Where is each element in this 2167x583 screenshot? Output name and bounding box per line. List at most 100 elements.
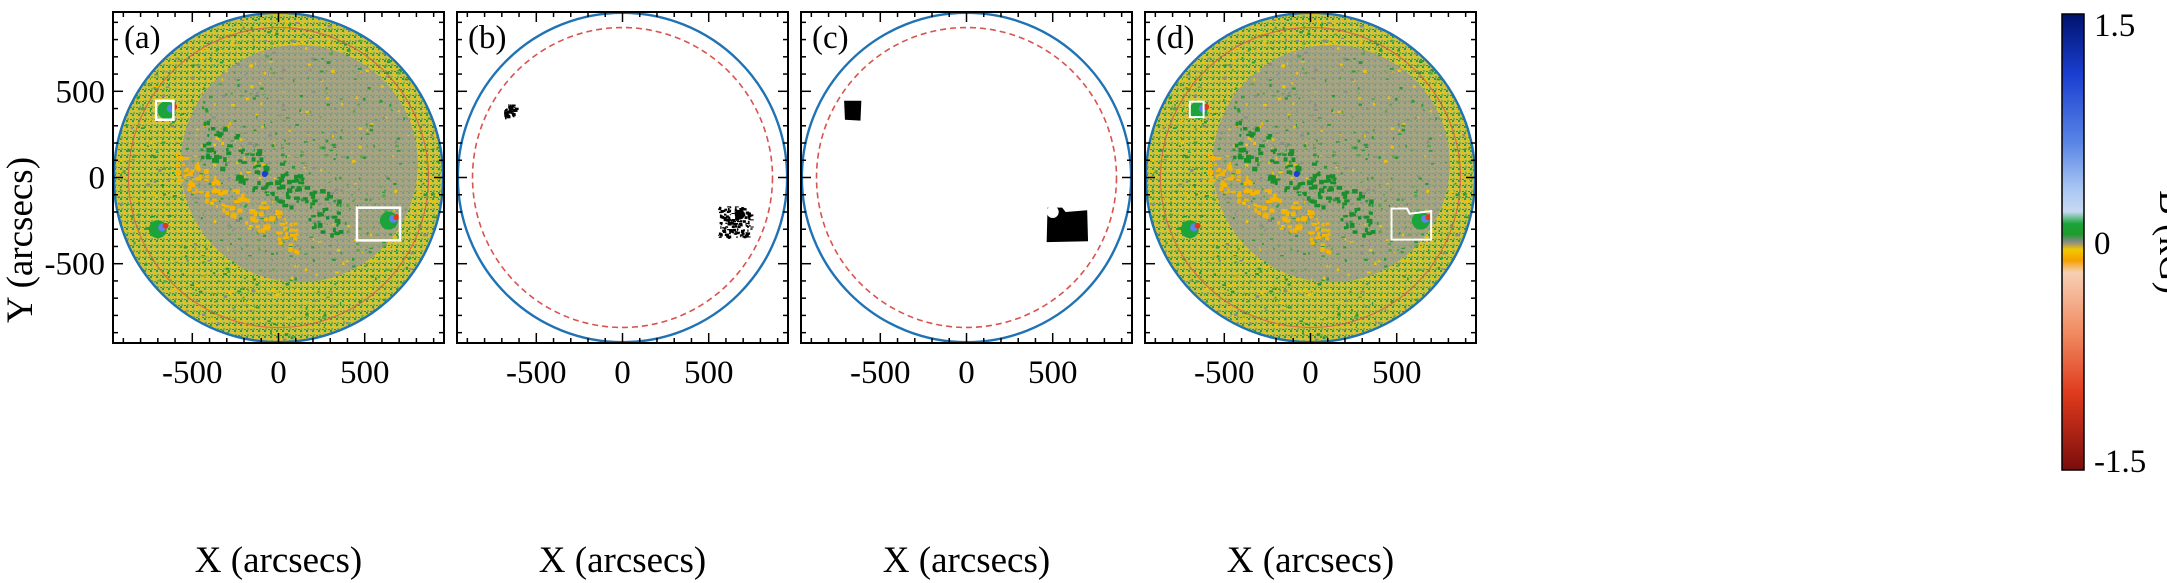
disk-speckle <box>205 247 208 250</box>
disk-speckle <box>1321 278 1325 281</box>
disk-speckle <box>1371 204 1374 208</box>
disk-speckle <box>1253 78 1256 81</box>
disk-speckle <box>308 63 311 66</box>
disk-speckle <box>252 318 255 321</box>
plage-patch <box>1279 198 1282 203</box>
disk-speckle <box>167 178 170 181</box>
plage-patch <box>1314 236 1321 239</box>
disk-speckle <box>1195 280 1199 283</box>
disk-speckle <box>1454 148 1457 152</box>
disk-speckle <box>153 180 157 183</box>
mask-pixel <box>512 114 516 117</box>
disk-speckle <box>299 247 301 251</box>
disk-speckle <box>1320 130 1324 132</box>
network-patch <box>309 192 313 196</box>
network-patch <box>1296 191 1300 194</box>
disk-speckle <box>1287 113 1291 115</box>
disk-speckle <box>1230 305 1232 309</box>
mask-pixel <box>718 232 721 236</box>
network-patch <box>1344 226 1348 230</box>
network-patch <box>1331 176 1335 180</box>
disk-speckle <box>1394 97 1398 101</box>
disk-speckle <box>1340 63 1343 66</box>
disk-speckle <box>1423 77 1428 79</box>
network-patch <box>1232 155 1237 160</box>
disk-speckle <box>1230 315 1232 317</box>
disk-speckle <box>1195 193 1198 196</box>
mask-pixel <box>747 214 751 217</box>
disk-speckle <box>295 157 299 159</box>
disk-speckle <box>1360 245 1364 247</box>
plage-patch <box>264 217 269 221</box>
disk-speckle <box>1210 137 1214 139</box>
disk-speckle <box>374 203 376 206</box>
disk-speckle <box>1336 268 1340 272</box>
network-patch <box>1352 189 1358 194</box>
disk-speckle <box>273 148 276 150</box>
disk-speckle <box>1401 42 1404 45</box>
disk-speckle <box>1199 271 1202 275</box>
disk-speckle <box>267 320 271 323</box>
mask-pixel <box>735 207 737 209</box>
disk-speckle <box>1242 318 1245 321</box>
disk-speckle <box>186 180 188 182</box>
disk-speckle <box>1392 155 1395 159</box>
network-patch <box>286 172 289 176</box>
disk-speckle <box>170 125 175 128</box>
disk-speckle <box>136 101 138 105</box>
disk-speckle <box>1181 118 1184 122</box>
disk-speckle <box>291 165 296 169</box>
disk-speckle <box>382 52 386 55</box>
mask-pixel <box>748 217 751 220</box>
disk-speckle <box>326 61 331 65</box>
disk-speckle <box>1373 129 1375 132</box>
disk-speckle <box>351 193 353 196</box>
disk-speckle <box>241 248 243 250</box>
plage-patch <box>1246 189 1253 193</box>
disk-speckle <box>181 111 184 113</box>
mask-pixel <box>729 214 732 216</box>
disk-speckle <box>368 251 372 254</box>
disk-speckle <box>1292 217 1296 220</box>
disk-speckle <box>264 20 267 22</box>
network-patch <box>1245 150 1248 155</box>
disk-speckle <box>1228 284 1233 287</box>
disk-speckle <box>328 181 331 183</box>
network-patch <box>270 192 273 195</box>
disk-speckle <box>1341 331 1344 333</box>
network-patch <box>280 177 285 182</box>
disk-speckle <box>1398 123 1400 127</box>
disk-speckle <box>373 144 375 148</box>
disk-speckle <box>319 146 322 150</box>
disk-speckle <box>1232 57 1236 60</box>
disk-speckle <box>1312 118 1315 121</box>
plage-patch <box>1305 217 1308 220</box>
disk-speckle <box>226 125 230 128</box>
network-patch <box>1343 215 1348 218</box>
disk-speckle <box>161 263 164 265</box>
network-patch <box>1310 200 1313 204</box>
disk-speckle <box>1224 178 1226 181</box>
disk-speckle <box>1232 148 1236 152</box>
disk-speckle <box>1363 50 1365 53</box>
disk-speckle <box>352 265 356 268</box>
disk-speckle <box>161 141 166 144</box>
disk-speckle <box>1245 220 1249 223</box>
disk-speckle <box>1247 41 1250 45</box>
disk-speckle <box>295 22 300 24</box>
disk-speckle <box>1199 78 1202 81</box>
disk-speckle <box>254 19 258 21</box>
network-patch <box>310 202 316 206</box>
disk-speckle <box>1268 212 1270 216</box>
disk-speckle <box>1429 71 1433 75</box>
disk-speckle <box>151 112 155 115</box>
disk-speckle <box>171 179 175 183</box>
disk-speckle <box>366 193 368 196</box>
disk-speckle <box>1199 215 1204 218</box>
disk-speckle <box>1326 277 1329 279</box>
disk-speckle <box>1187 180 1191 182</box>
disk-speckle <box>1219 184 1222 188</box>
network-patch <box>1312 173 1317 178</box>
disk-speckle <box>272 51 276 54</box>
disk-speckle <box>382 116 387 119</box>
